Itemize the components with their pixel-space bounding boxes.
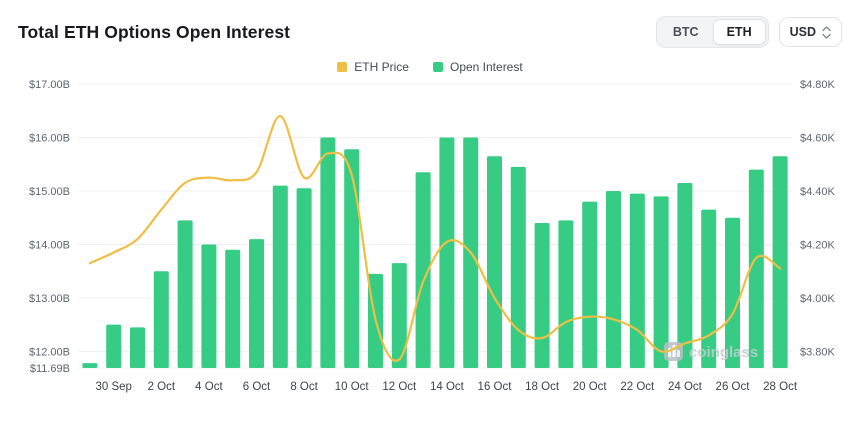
- btc-toggle-button[interactable]: BTC: [659, 19, 713, 45]
- coin-toggle: BTC ETH: [655, 16, 769, 48]
- right-axis-tick: $4.20K: [800, 239, 836, 251]
- left-axis-tick: $12.00B: [29, 346, 70, 358]
- bar-open-interest[interactable]: [606, 190, 621, 368]
- currency-label: USD: [789, 25, 816, 39]
- x-axis-tick: 30 Sep: [95, 381, 131, 393]
- bar-open-interest[interactable]: [272, 185, 288, 368]
- bar-open-interest[interactable]: [772, 156, 788, 368]
- x-axis-tick: 22 Oct: [620, 381, 655, 393]
- left-axis-tick: $11.69B: [30, 363, 70, 375]
- x-axis-tick: 20 Oct: [573, 381, 608, 393]
- bar-open-interest[interactable]: [653, 196, 669, 368]
- left-axis-tick: $16.00B: [29, 132, 70, 144]
- bar-open-interest[interactable]: [534, 223, 550, 368]
- eth-price-swatch: [337, 62, 348, 72]
- bar-open-interest[interactable]: [153, 271, 169, 368]
- logo-bar: [677, 350, 680, 357]
- bar-open-interest[interactable]: [391, 263, 407, 368]
- updown-chevron-icon: [822, 25, 831, 39]
- left-axis-tick: $13.00B: [29, 293, 70, 305]
- chart-legend: ETH Price Open Interest: [0, 52, 860, 76]
- x-axis-tick: 18 Oct: [525, 381, 560, 393]
- bar-open-interest[interactable]: [439, 137, 455, 368]
- eth-price-line: [88, 115, 782, 362]
- eth-toggle-button[interactable]: ETH: [712, 19, 766, 45]
- bar-open-interest[interactable]: [677, 182, 693, 368]
- x-axis-tick: 6 Oct: [243, 381, 271, 393]
- right-axis-tick: $4.00K: [800, 293, 836, 305]
- x-axis-tick: 2 Oct: [148, 381, 176, 393]
- header-controls: BTC ETH USD: [655, 16, 842, 48]
- chart-header: Total ETH Options Open Interest BTC ETH …: [0, 0, 860, 52]
- x-axis-tick: 8 Oct: [290, 381, 318, 393]
- bar-open-interest[interactable]: [130, 327, 145, 368]
- right-axis-tick: $4.80K: [800, 79, 836, 91]
- page-title: Total ETH Options Open Interest: [18, 21, 291, 42]
- watermark-text: coinglass: [689, 344, 758, 361]
- x-axis-tick: 10 Oct: [335, 381, 370, 393]
- bar-open-interest[interactable]: [296, 188, 312, 368]
- legend-label-open-interest: Open Interest: [449, 60, 523, 74]
- bar-open-interest[interactable]: [558, 220, 574, 368]
- bar-open-interest[interactable]: [582, 201, 598, 368]
- bar-open-interest[interactable]: [701, 209, 717, 368]
- bar-open-interest[interactable]: [510, 166, 526, 368]
- bar-open-interest[interactable]: [249, 239, 264, 368]
- bar-open-interest[interactable]: [177, 220, 193, 368]
- x-axis-tick: 14 Oct: [430, 381, 465, 393]
- bar-open-interest[interactable]: [320, 137, 336, 368]
- logo-bar: [672, 345, 676, 357]
- bar-open-interest[interactable]: [106, 324, 122, 368]
- left-axis-tick: $17.00B: [29, 79, 70, 91]
- x-axis-tick: 24 Oct: [668, 381, 703, 393]
- x-axis-tick: 26 Oct: [716, 381, 751, 393]
- x-axis-tick: 12 Oct: [382, 381, 417, 393]
- bar-open-interest[interactable]: [201, 244, 217, 368]
- right-axis-tick: $3.80K: [800, 346, 836, 358]
- open-interest-swatch: [432, 62, 443, 72]
- bar-open-interest[interactable]: [748, 169, 764, 368]
- x-axis-tick: 28 Oct: [763, 381, 798, 393]
- x-axis-tick: 16 Oct: [478, 381, 513, 393]
- legend-item-open-interest[interactable]: Open Interest: [432, 60, 523, 74]
- bar-open-interest[interactable]: [487, 156, 502, 368]
- currency-select[interactable]: USD: [778, 17, 842, 47]
- x-axis-tick: 4 Oct: [195, 381, 223, 393]
- bar-open-interest[interactable]: [415, 172, 431, 368]
- left-axis-tick: $14.00B: [29, 239, 70, 251]
- right-axis-tick: $4.40K: [800, 186, 836, 198]
- bar-open-interest[interactable]: [725, 217, 740, 368]
- bar-open-interest[interactable]: [629, 193, 645, 368]
- left-axis-tick: $15.00B: [29, 186, 70, 198]
- right-axis-tick: $4.60K: [800, 132, 836, 144]
- chart-canvas[interactable]: $17.00B $16.00B $15.00B $14.00B $13.00B $12.0…: [0, 76, 860, 410]
- legend-label-eth-price: ETH Price: [354, 60, 409, 74]
- bar-open-interest[interactable]: [225, 249, 241, 368]
- legend-item-eth-price[interactable]: ETH Price: [337, 60, 409, 74]
- bar-open-interest[interactable]: [344, 149, 360, 368]
- coinglass-watermark: coinglass: [664, 342, 758, 361]
- bar-open-interest[interactable]: [82, 363, 98, 368]
